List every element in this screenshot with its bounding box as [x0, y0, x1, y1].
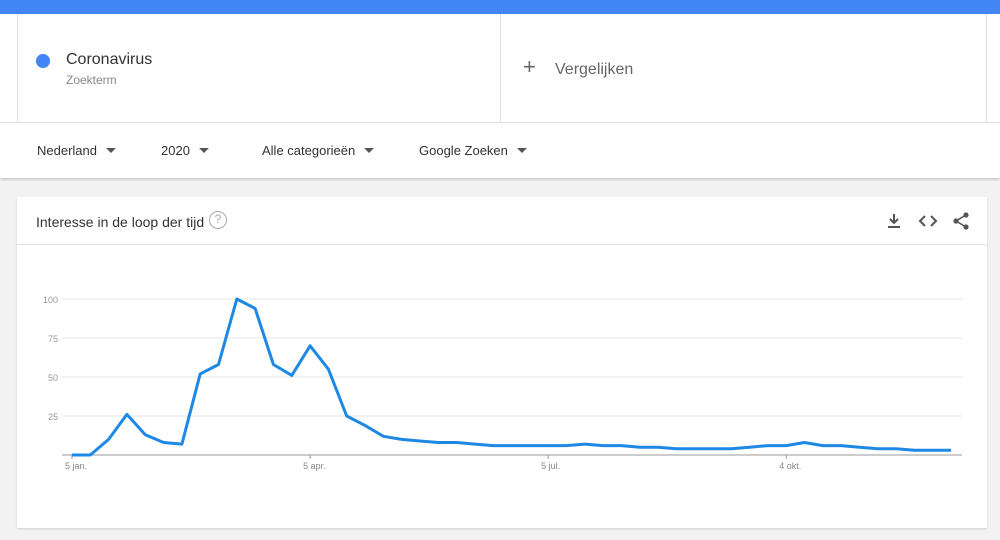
caret-down-icon [106, 148, 116, 153]
caret-down-icon [516, 148, 527, 153]
header: Coronavirus Zoekterm + Vergelijken [0, 14, 1000, 122]
x-tick-label: 4 okt. [779, 461, 801, 471]
filter-search-type[interactable]: Google Zoeken [419, 143, 527, 158]
filter-region[interactable]: Nederland [37, 143, 116, 158]
filter-bar: Nederland 2020 Alle categorieën Google Z… [0, 122, 1000, 178]
top-accent-bar [0, 0, 1000, 14]
term-color-dot [36, 54, 50, 68]
download-icon[interactable] [884, 211, 904, 231]
y-tick-label: 50 [48, 373, 58, 383]
filter-category[interactable]: Alle categorieën [262, 143, 375, 158]
caret-down-icon [198, 148, 209, 153]
interest-over-time-card: Interesse in de loop der tijd ? 100 75 50 2… [17, 197, 987, 528]
filter-label: Nederland [37, 143, 97, 158]
plus-icon: + [523, 54, 536, 79]
y-tick-label: 100 [43, 295, 58, 305]
help-icon[interactable]: ? [209, 211, 227, 229]
y-tick-label: 25 [48, 412, 58, 422]
compare-label: Vergelijken [555, 61, 634, 78]
y-tick-label: 75 [48, 334, 58, 344]
share-icon[interactable] [951, 211, 971, 231]
search-term[interactable]: Coronavirus [66, 51, 153, 68]
filter-time[interactable]: 2020 [161, 143, 209, 158]
x-tick-label: 5 jan. [65, 461, 87, 471]
search-term-type: Zoekterm [66, 73, 117, 87]
caret-down-icon [364, 148, 375, 153]
filter-label: 2020 [161, 143, 190, 158]
x-tick-label: 5 apr. [303, 461, 326, 471]
filter-label: Google Zoeken [419, 143, 508, 158]
series-line [72, 297, 951, 457]
compare-button[interactable]: + Vergelijken [501, 14, 987, 122]
line-chart: 100 75 50 25 5 jan. 5 apr. 5 jul. 4 okt. [43, 295, 962, 471]
embed-code-icon[interactable] [918, 211, 938, 231]
filter-label: Alle categorieën [262, 143, 356, 158]
card-divider [17, 244, 987, 245]
x-tick-label: 5 jul. [541, 461, 560, 471]
card-title: Interesse in de loop der tijd [36, 214, 205, 230]
search-term-card[interactable]: Coronavirus Zoekterm [17, 14, 501, 122]
